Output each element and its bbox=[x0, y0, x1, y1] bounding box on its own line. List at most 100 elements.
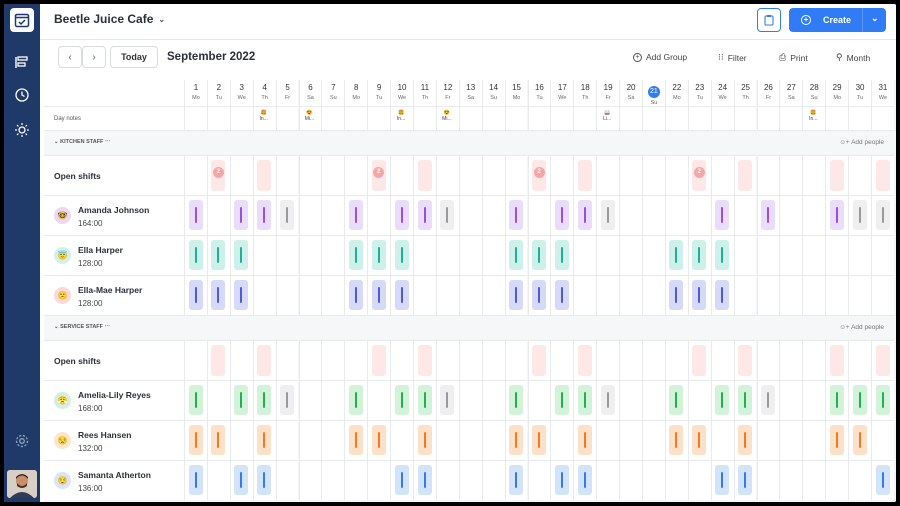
grid-cell[interactable] bbox=[413, 235, 436, 275]
grid-cell[interactable] bbox=[619, 460, 642, 500]
day-header[interactable]: 8 Mo bbox=[344, 80, 368, 106]
grid-cell[interactable] bbox=[321, 420, 345, 460]
grid-cell[interactable] bbox=[642, 340, 665, 380]
shift-block[interactable] bbox=[188, 200, 203, 230]
grid-cell[interactable] bbox=[298, 340, 322, 380]
grid-cell[interactable] bbox=[802, 460, 826, 500]
grid-cell[interactable] bbox=[321, 275, 345, 315]
grid-cell[interactable] bbox=[619, 380, 642, 420]
grid-cell[interactable] bbox=[642, 235, 665, 275]
grid-cell[interactable] bbox=[344, 106, 368, 130]
grid-cell[interactable] bbox=[344, 155, 368, 195]
shift-block[interactable] bbox=[600, 200, 615, 230]
grid-cell[interactable] bbox=[733, 106, 757, 130]
add-group-button[interactable]: + Add Group bbox=[633, 52, 687, 62]
grid-cell[interactable] bbox=[779, 195, 803, 235]
grid-cell[interactable] bbox=[504, 340, 528, 380]
shift-block[interactable] bbox=[692, 425, 707, 455]
grid-cell[interactable] bbox=[802, 195, 826, 235]
grid-cell[interactable] bbox=[550, 106, 574, 130]
grid-cell[interactable] bbox=[825, 460, 849, 500]
day-header[interactable]: 13 Sa bbox=[458, 80, 482, 106]
day-header[interactable]: 17 We bbox=[550, 80, 574, 106]
grid-cell[interactable] bbox=[298, 460, 322, 500]
day-header[interactable]: 24 We bbox=[710, 80, 734, 106]
grid-cell[interactable] bbox=[275, 340, 299, 380]
shift-block[interactable] bbox=[715, 385, 730, 415]
day-header[interactable]: 27 Sa bbox=[779, 80, 803, 106]
grid-cell[interactable] bbox=[642, 275, 665, 315]
day-header[interactable]: 18 Th bbox=[573, 80, 597, 106]
shift-block[interactable] bbox=[554, 465, 569, 495]
shift-block[interactable] bbox=[875, 465, 890, 495]
grid-cell[interactable] bbox=[802, 275, 826, 315]
shift-block[interactable] bbox=[577, 385, 592, 415]
shift-block[interactable] bbox=[554, 280, 569, 310]
grid-cell[interactable] bbox=[848, 155, 871, 195]
shift-block[interactable] bbox=[692, 240, 707, 270]
grid-cell[interactable] bbox=[619, 106, 642, 130]
day-header[interactable]: 4 Th bbox=[252, 80, 276, 106]
shift-block[interactable] bbox=[348, 200, 363, 230]
day-header[interactable]: 19 Fr bbox=[596, 80, 620, 106]
shift-block[interactable] bbox=[509, 200, 524, 230]
grid-cell[interactable] bbox=[252, 235, 276, 275]
shift-block[interactable] bbox=[348, 240, 363, 270]
shift-block[interactable] bbox=[532, 425, 546, 455]
shift-block[interactable] bbox=[211, 280, 226, 310]
grid-cell[interactable] bbox=[481, 235, 505, 275]
shift-block[interactable] bbox=[257, 200, 272, 230]
grid-cell[interactable] bbox=[619, 275, 642, 315]
grid-cell[interactable] bbox=[756, 155, 780, 195]
shift-block[interactable] bbox=[211, 425, 226, 455]
shift-block[interactable] bbox=[692, 280, 707, 310]
shift-block[interactable] bbox=[257, 425, 272, 455]
grid-cell[interactable] bbox=[573, 235, 597, 275]
day-header[interactable]: 3 We bbox=[229, 80, 253, 106]
grid-cell[interactable] bbox=[802, 380, 826, 420]
grid-cell[interactable] bbox=[504, 106, 528, 130]
grid-cell[interactable] bbox=[642, 420, 665, 460]
grid-cell[interactable] bbox=[229, 155, 253, 195]
grid-cell[interactable] bbox=[481, 106, 505, 130]
grid-cell[interactable] bbox=[642, 106, 665, 130]
grid-cell[interactable] bbox=[206, 380, 230, 420]
next-button[interactable]: › bbox=[82, 46, 106, 68]
day-note[interactable]: 🍔 In... bbox=[802, 110, 824, 122]
workspace-selector[interactable]: Beetle Juice Cafe ⌄ bbox=[54, 12, 165, 26]
shift-block[interactable] bbox=[188, 465, 203, 495]
grid-cell[interactable] bbox=[871, 275, 894, 315]
grid-cell[interactable] bbox=[481, 155, 505, 195]
grid-cell[interactable] bbox=[848, 235, 871, 275]
grid-cell[interactable] bbox=[206, 460, 230, 500]
grid-cell[interactable] bbox=[825, 106, 849, 130]
shift-block[interactable] bbox=[738, 425, 753, 455]
grid-cell[interactable] bbox=[298, 235, 322, 275]
open-shift-slot[interactable] bbox=[577, 160, 592, 191]
open-shift-slot[interactable] bbox=[875, 345, 890, 376]
open-shift-slot[interactable] bbox=[211, 345, 226, 376]
chevron-down-icon[interactable]: ⌄ bbox=[871, 13, 879, 23]
grid-cell[interactable] bbox=[413, 275, 436, 315]
grid-cell[interactable] bbox=[756, 106, 780, 130]
shift-block[interactable] bbox=[509, 465, 524, 495]
grid-cell[interactable] bbox=[596, 460, 620, 500]
day-header[interactable]: 14 Su bbox=[481, 80, 505, 106]
open-shift-slot[interactable] bbox=[257, 160, 272, 191]
open-shift-slot[interactable] bbox=[532, 345, 546, 376]
shift-block[interactable] bbox=[761, 385, 775, 415]
shift-block[interactable] bbox=[829, 385, 844, 415]
grid-cell[interactable] bbox=[435, 106, 459, 130]
open-shift-slot[interactable] bbox=[829, 160, 844, 191]
shift-block[interactable] bbox=[234, 385, 249, 415]
shift-block[interactable] bbox=[417, 465, 432, 495]
grid-cell[interactable] bbox=[779, 106, 803, 130]
shift-block[interactable] bbox=[852, 385, 867, 415]
calendar-logo-icon[interactable] bbox=[10, 8, 34, 32]
grid-cell[interactable] bbox=[848, 106, 871, 130]
grid-cell[interactable] bbox=[756, 460, 780, 500]
grid-cell[interactable] bbox=[710, 106, 734, 130]
grid-cell[interactable] bbox=[779, 380, 803, 420]
grid-cell[interactable] bbox=[321, 155, 345, 195]
grid-cell[interactable] bbox=[779, 275, 803, 315]
